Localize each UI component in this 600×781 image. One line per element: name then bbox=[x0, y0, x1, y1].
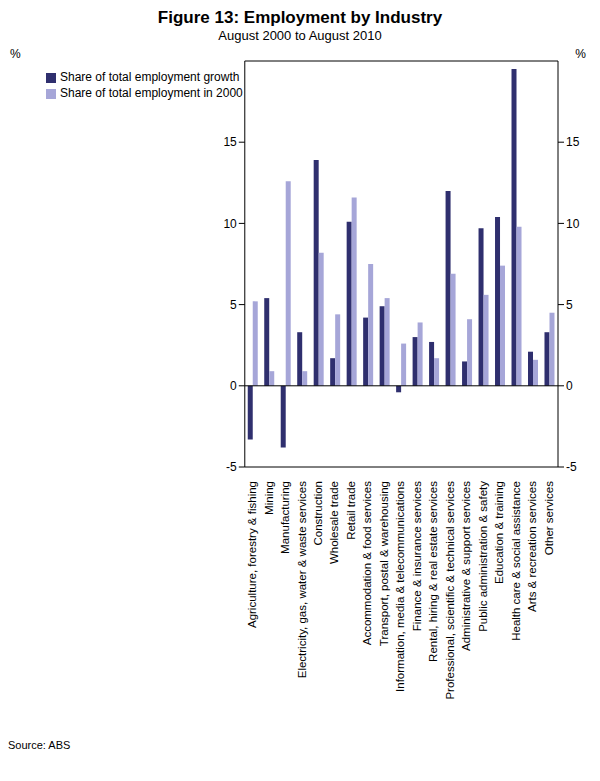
html-text:Source: ABS: Source: ABS bbox=[8, 739, 71, 751]
svg-text:Health care & social assistanc: Health care & social assistance bbox=[510, 481, 522, 641]
svg-text:Transport, postal & warehousin: Transport, postal & warehousing bbox=[378, 481, 390, 646]
svg-text:Manufacturing: Manufacturing bbox=[279, 481, 291, 554]
svg-text:10: 10 bbox=[566, 217, 580, 231]
svg-text:5: 5 bbox=[230, 298, 237, 312]
svg-text:Administrative & support servi: Administrative & support services bbox=[460, 481, 472, 651]
svg-text:Electricity, gas, water & wast: Electricity, gas, water & waste services bbox=[296, 481, 308, 679]
svg-text:15: 15 bbox=[566, 135, 580, 149]
svg-text:0: 0 bbox=[566, 379, 573, 393]
svg-text:Education & training: Education & training bbox=[493, 481, 505, 584]
svg-text:Retail trade: Retail trade bbox=[345, 481, 357, 540]
svg-text:Arts & recreation services: Arts & recreation services bbox=[526, 481, 538, 612]
svg-text:Professional, scientific & tec: Professional, scientific & technical ser… bbox=[444, 481, 456, 700]
svg-text:Agriculture, forestry & fishin: Agriculture, forestry & fishing bbox=[246, 481, 258, 628]
html-text:August 2000 to August 2010: August 2000 to August 2010 bbox=[218, 28, 382, 43]
html-text:Share of total employment grow: Share of total employment growth bbox=[60, 70, 240, 84]
svg-text:Construction: Construction bbox=[312, 481, 324, 546]
svg-text:0: 0 bbox=[230, 379, 237, 393]
svg-text:15: 15 bbox=[223, 135, 237, 149]
svg-text:Finance & insurance services: Finance & insurance services bbox=[411, 481, 423, 631]
html-text:Figure 13: Employment by Indus: Figure 13: Employment by Industry bbox=[157, 8, 443, 27]
svg-text:Rental, hiring & real estate s: Rental, hiring & real estate services bbox=[427, 481, 439, 662]
svg-text:-5: -5 bbox=[226, 460, 237, 474]
svg-text:5: 5 bbox=[566, 298, 573, 312]
svg-text:Information, media & telecommu: Information, media & telecommunications bbox=[394, 481, 406, 692]
svg-text:Other services: Other services bbox=[543, 481, 555, 555]
svg-text:-5: -5 bbox=[566, 460, 577, 474]
svg-text:10: 10 bbox=[223, 217, 237, 231]
svg-text:Mining: Mining bbox=[263, 481, 275, 515]
svg-text:Accommodation & food services: Accommodation & food services bbox=[361, 481, 373, 646]
html-text:Share of total employment in 2: Share of total employment in 2000 bbox=[60, 86, 243, 100]
svg-text:Public administration & safety: Public administration & safety bbox=[477, 481, 489, 632]
svg-text:Wholesale trade: Wholesale trade bbox=[328, 481, 340, 564]
